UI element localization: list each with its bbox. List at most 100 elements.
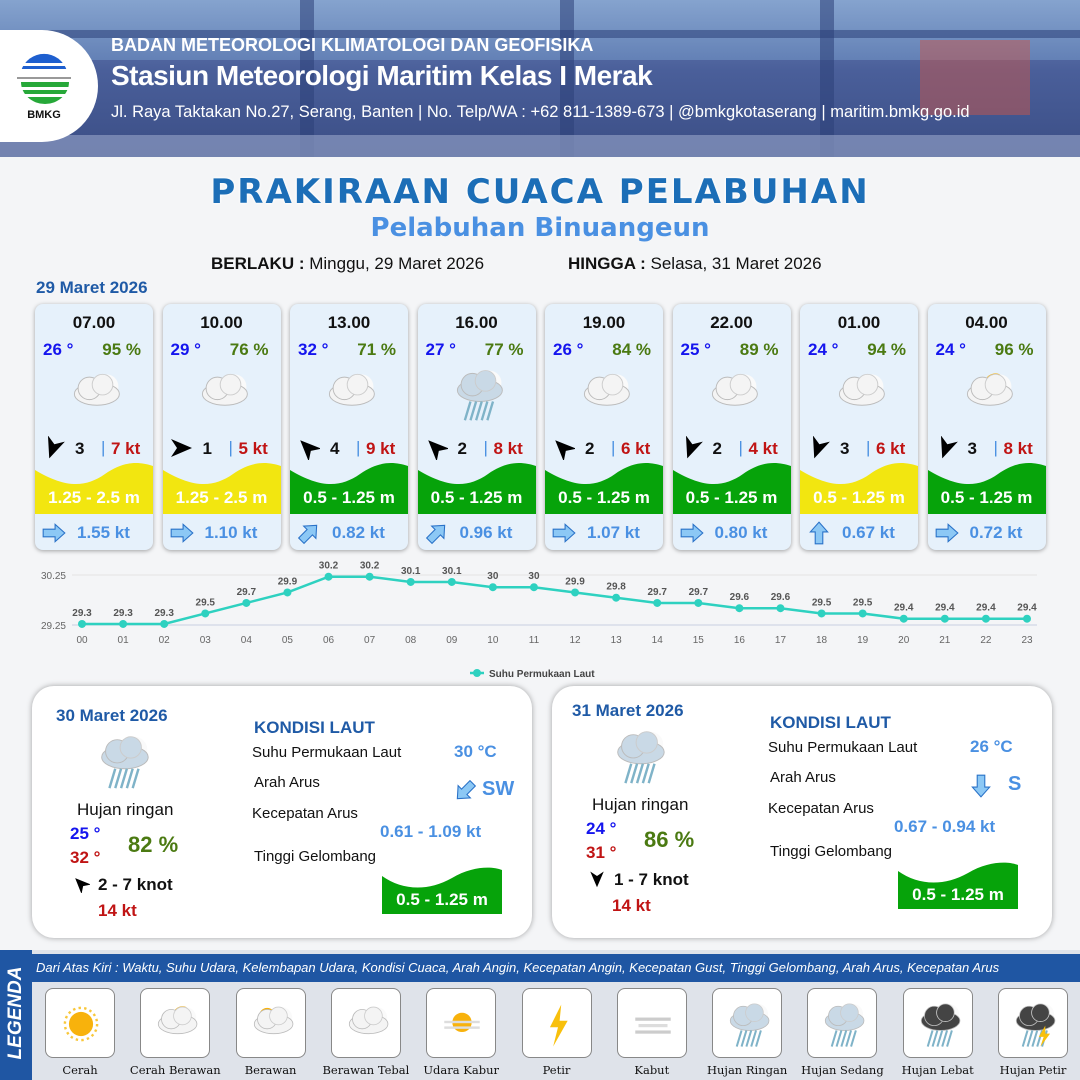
current-speed: 0.61 - 1.09 kt <box>380 822 482 841</box>
legend-item <box>521 988 592 1058</box>
series-line <box>82 575 1027 626</box>
gust-speed: 4 kt <box>748 439 778 458</box>
wind-direction-icon <box>685 436 703 459</box>
wind-direction-icon <box>555 440 575 460</box>
current-direction-icon <box>170 523 194 543</box>
berawan-tebal-icon <box>711 373 758 406</box>
cerah-icon <box>63 1006 99 1042</box>
x-tick-label: 17 <box>775 635 787 646</box>
wave-shape <box>545 463 663 514</box>
forecast-time: 07.00 <box>72 313 116 332</box>
data-point <box>406 577 415 586</box>
forecast-card: 07.00 26 ° 95 % 3 | 7 kt 1.25 - 2.5 m 1.55… <box>35 304 153 550</box>
wave-height: 1.25 - 2.5 m <box>48 488 140 507</box>
humidity: 84 % <box>612 340 651 359</box>
data-point <box>365 572 374 581</box>
berawan-tebal-icon <box>201 373 248 406</box>
current-direction-icon <box>680 523 704 543</box>
x-tick-label: 11 <box>529 635 540 646</box>
sst-value: 30 °C <box>454 742 497 761</box>
berawan-tebal-icon <box>328 373 375 406</box>
hujan-ringan-icon <box>617 731 665 784</box>
wave-height: 0.5 - 1.25 m <box>396 890 488 909</box>
x-tick-label: 05 <box>282 635 294 646</box>
data-label: 29.5 <box>812 597 832 608</box>
data-label: 30.2 <box>319 561 339 572</box>
wind-direction-icon <box>75 878 92 895</box>
data-label: 29.7 <box>237 587 257 598</box>
current-direction-icon <box>456 779 477 800</box>
legend-item <box>616 988 687 1058</box>
data-label: 29.5 <box>196 597 216 608</box>
data-label: 29.4 <box>894 603 914 614</box>
air-temp: 26 ° <box>553 340 584 359</box>
wind-speed: 3 <box>75 439 85 458</box>
humidity: 76 % <box>229 340 269 359</box>
legend-marker <box>473 669 481 677</box>
legend-panel: LEGENDA Dari Atas Kiri : Waktu, Suhu Uda… <box>0 950 1080 1080</box>
data-label: 29.4 <box>976 603 996 614</box>
legend-label: Petir <box>542 1063 571 1077</box>
data-label: 29.9 <box>565 576 585 587</box>
current-speed: 1.07 kt <box>587 523 640 542</box>
sea-condition-title: KONDISI LAUT <box>254 718 375 737</box>
air-temp: 32 ° <box>298 340 329 359</box>
forecast-time: 16.00 <box>455 313 498 332</box>
x-tick-label: 21 <box>939 635 951 646</box>
x-tick-label: 01 <box>118 635 130 646</box>
x-tick-label: 02 <box>159 635 171 646</box>
wave-height: 0.5 - 1.25 m <box>558 488 650 507</box>
cerah-berawan-icon <box>966 373 1013 406</box>
forecast-time: 13.00 <box>327 313 371 332</box>
sst-label: Suhu Permukaan Laut <box>768 739 918 756</box>
wave-shape <box>672 463 791 514</box>
x-tick-label: 15 <box>693 635 705 646</box>
data-point <box>694 598 703 607</box>
wind-direction-icon <box>427 440 448 460</box>
wave-height: 0.5 - 1.25 m <box>430 488 523 507</box>
hujan-ringan-icon <box>456 370 503 421</box>
wind-range: 2 - 7 knot <box>98 875 173 894</box>
data-point <box>612 593 621 602</box>
berawan-tebal-icon <box>838 373 885 406</box>
x-tick-label: 04 <box>241 635 253 646</box>
current-direction-label: Arah Arus <box>770 769 836 786</box>
x-tick-label: 23 <box>1021 635 1033 646</box>
forecast-card: 22.00 25 ° 89 % 2 | 4 kt 0.5 - 1.25 m 0.80… <box>672 304 791 550</box>
data-label: 29.6 <box>730 592 750 603</box>
wind-direction-icon <box>812 436 830 459</box>
legend-label: Kabut <box>634 1063 670 1077</box>
legend-title: LEGENDA <box>5 966 26 1060</box>
wind-speed: 3 <box>840 439 850 458</box>
wave-height: 0.5 - 1.25 m <box>813 488 905 507</box>
wind-range: 1 - 7 knot <box>614 870 689 889</box>
legend-label: Hujan Ringan <box>706 1063 788 1077</box>
data-label: 29.5 <box>853 597 873 608</box>
legend-label: Cerah <box>62 1063 98 1077</box>
cerah-berawan-icon <box>158 1006 198 1035</box>
data-label: 29.3 <box>113 608 133 619</box>
data-point <box>283 588 292 597</box>
daily-forecast-box: 31 Maret 2026 Hujan ringan 24 ° 31 ° 86 … <box>552 686 1052 938</box>
legend-item <box>712 988 783 1058</box>
data-label: 30.1 <box>401 566 421 577</box>
forecast-date: 30 Maret 2026 <box>56 706 168 725</box>
data-point <box>776 604 785 613</box>
humidity: 89 % <box>739 340 779 359</box>
udara-kabur-icon <box>444 1012 480 1033</box>
data-label: 29.3 <box>72 608 92 619</box>
wave-height-label: Tinggi Gelombang <box>770 843 893 860</box>
berawan-icon <box>253 1006 293 1035</box>
gust-speed: 7 kt <box>111 439 141 458</box>
header-banner: BMKG BADAN METEOROLOGI KLIMATOLOGI DAN G… <box>0 0 1080 157</box>
hujan-sedang-icon <box>825 1003 865 1047</box>
data-point <box>242 598 251 607</box>
data-point <box>78 619 86 628</box>
wave-shape <box>162 463 281 514</box>
legend-label: Berawan <box>244 1063 297 1077</box>
forecast-date: 31 Maret 2026 <box>572 701 684 720</box>
data-point <box>324 572 333 581</box>
daily-forecast-box: 30 Maret 2026 Hujan ringan 25 ° 32 ° 82 … <box>32 686 532 938</box>
current-speed: 0.72 kt <box>969 523 1023 542</box>
data-point <box>529 583 538 592</box>
